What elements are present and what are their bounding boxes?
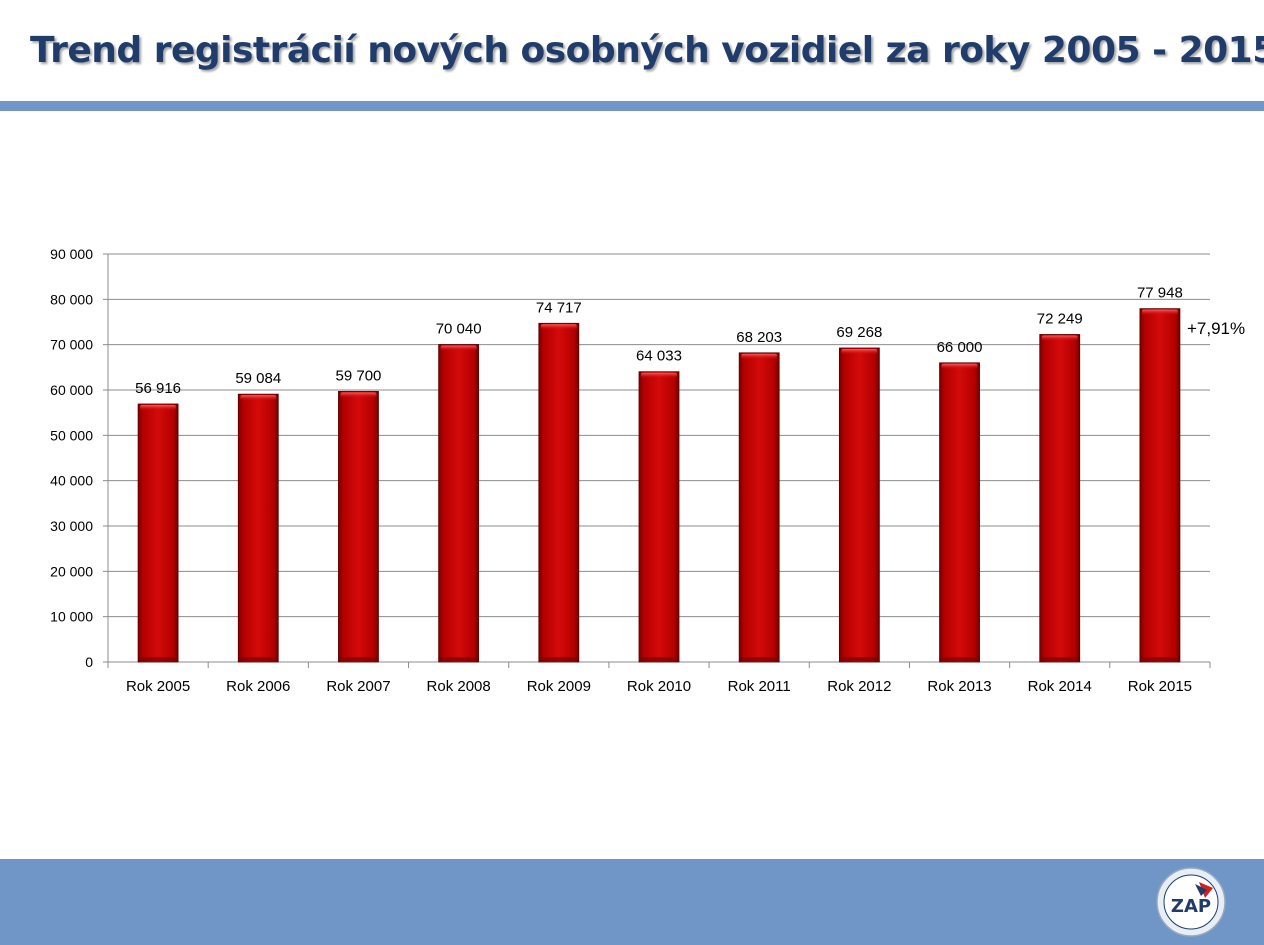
bar-highlight (140, 404, 177, 411)
bar-highlight (1141, 309, 1178, 316)
bar-highlight (841, 348, 878, 355)
bar-highlight (641, 372, 677, 379)
bar-highlight (440, 345, 477, 352)
x-tick-label: Rok 2008 (427, 678, 491, 695)
data-label: 68 203 (736, 329, 782, 346)
bar-chart: 0 10 000 20 000 30 000 40 000 50 000 60 000 70 … (50, 246, 1245, 695)
bars (137, 308, 1181, 663)
data-label: 74 717 (536, 299, 582, 316)
bar-base (640, 657, 678, 661)
x-tick-label: Rok 2014 (1028, 678, 1092, 695)
bar-highlight (540, 324, 577, 331)
x-tick-label: Rok 2012 (827, 678, 891, 695)
data-label: 59 700 (336, 367, 382, 384)
bar-highlight (741, 353, 778, 360)
labels: 0 10 000 20 000 30 000 40 000 50 000 60 000 70 … (50, 246, 1192, 695)
data-label: 56 916 (135, 380, 181, 397)
y-tick-label: 10 000 (50, 609, 93, 625)
bar (939, 362, 980, 663)
gridlines (108, 253, 1210, 618)
bar (1139, 308, 1181, 663)
x-tick-label: Rok 2013 (927, 678, 991, 695)
x-tick-label: Rok 2007 (326, 678, 390, 695)
title-underline-bar (0, 101, 1264, 111)
y-tick-label: 0 (85, 654, 93, 670)
data-label: 72 249 (1037, 310, 1083, 327)
y-tick-label: 40 000 (50, 473, 93, 489)
bar (237, 393, 279, 663)
bar-base (539, 657, 578, 661)
bar-base (439, 657, 478, 661)
x-tick-label: Rok 2015 (1128, 678, 1192, 695)
y-tick-label: 70 000 (50, 337, 93, 353)
x-tick-label: Rok 2006 (226, 678, 290, 695)
bar (838, 347, 880, 663)
bar-base (339, 657, 378, 661)
x-tick-label: Rok 2009 (527, 678, 591, 695)
footer-bar (0, 859, 1264, 945)
bar-base (740, 657, 779, 661)
y-tick-label: 60 000 (50, 382, 93, 398)
y-tick-label: 50 000 (50, 427, 93, 443)
x-tick-label: Rok 2005 (126, 678, 190, 695)
data-label: 70 040 (436, 320, 482, 337)
data-label: 69 268 (836, 324, 882, 341)
bar-highlight (340, 392, 377, 399)
y-tick-label: 80 000 (50, 291, 93, 307)
x-tick-label: Rok 2011 (728, 678, 791, 695)
bar-highlight (240, 395, 277, 402)
data-label: 77 948 (1137, 285, 1183, 302)
logo-text: ZAP (1171, 896, 1211, 917)
y-tick-label: 90 000 (50, 246, 93, 262)
bar-base (1140, 657, 1179, 661)
bar (538, 322, 580, 663)
bar-base (940, 657, 979, 661)
growth-annotation: +7,91% (1187, 319, 1245, 338)
y-tick-label: 20 000 (50, 563, 93, 579)
bar (137, 403, 179, 663)
zap-logo-icon: ZAP (1156, 867, 1226, 937)
bar-base (1040, 657, 1079, 661)
bar-base (139, 657, 178, 661)
data-label: 66 000 (937, 339, 983, 356)
bar (738, 352, 780, 663)
bar-highlight (941, 363, 978, 370)
bar (438, 344, 480, 663)
bar-base (239, 657, 278, 661)
bar-base (840, 657, 879, 661)
data-label: 59 084 (235, 370, 281, 387)
x-tick-label: Rok 2010 (627, 678, 691, 695)
bar (338, 390, 379, 663)
bar (638, 371, 680, 663)
bar (1039, 334, 1081, 663)
data-label: 64 033 (636, 348, 682, 365)
bar-highlight (1041, 335, 1078, 342)
y-tick-label: 30 000 (50, 518, 93, 534)
slide-title: Trend registrácií nových osobných vozidi… (30, 30, 1264, 71)
